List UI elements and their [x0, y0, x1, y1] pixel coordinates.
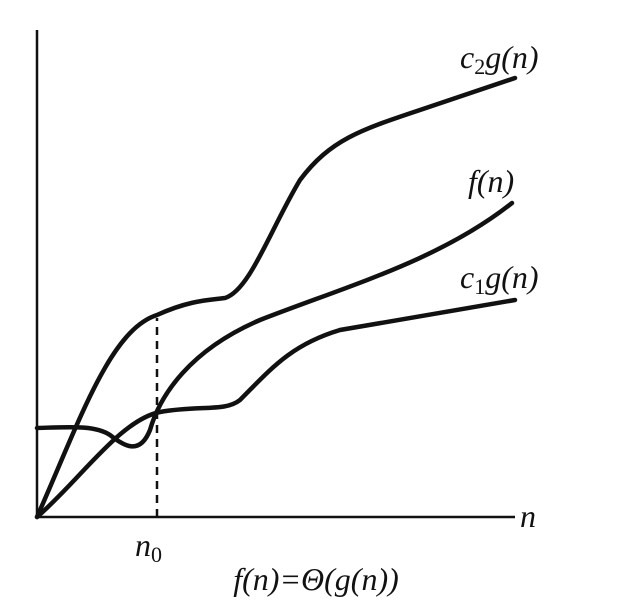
label-subscript: 1	[474, 274, 485, 299]
n0-label: n0	[135, 527, 162, 567]
c2g-label: c2g(n)	[460, 39, 539, 79]
label-name: c	[460, 259, 474, 295]
f-label: f(n)	[468, 163, 514, 199]
caption: f(n)=Θ(g(n))	[233, 561, 399, 597]
label-rest: g(n)	[485, 259, 538, 295]
label-name: c	[460, 39, 474, 75]
marker-subscript: 0	[151, 542, 162, 567]
c1g-label: c1g(n)	[460, 259, 539, 299]
label-rest: g(n)	[485, 39, 538, 75]
x-axis-label: n	[520, 498, 536, 534]
c2g-curve	[34, 75, 518, 520]
c1g-curve	[34, 297, 518, 520]
marker-name: n	[135, 527, 151, 563]
label-subscript: 2	[474, 54, 485, 79]
f-curve	[34, 200, 515, 449]
